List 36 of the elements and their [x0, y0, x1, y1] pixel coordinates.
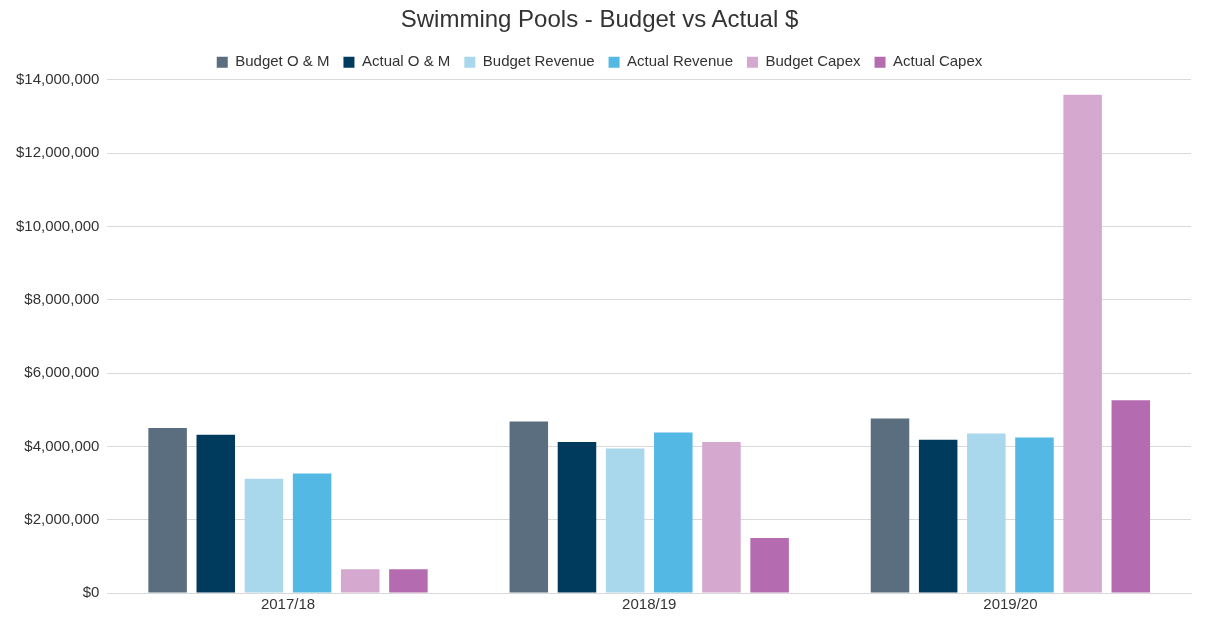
- bar: [1015, 437, 1054, 593]
- bar: [1063, 94, 1102, 593]
- bar: [389, 569, 428, 593]
- bar: [509, 421, 549, 593]
- bar: [654, 432, 693, 593]
- x-tick-label: 2019/20: [983, 595, 1038, 613]
- legend-label: Actual O & M: [361, 52, 451, 70]
- y-tick-label: $8,000,000: [24, 289, 100, 307]
- bar: [605, 448, 645, 593]
- y-tick-label: $14,000,000: [15, 69, 100, 87]
- legend-label: Actual Revenue: [627, 52, 733, 70]
- bar: [196, 434, 236, 593]
- bar: [702, 441, 741, 593]
- bar: [967, 433, 1006, 593]
- bar: [244, 478, 284, 593]
- y-tick-label: $10,000,000: [15, 216, 100, 234]
- bar: [340, 569, 380, 593]
- chart-title: Swimming Pools - Budget vs Actual $: [400, 5, 799, 33]
- y-tick-label: $4,000,000: [24, 436, 100, 454]
- legend-label: Budget O & M: [235, 52, 330, 70]
- bar: [148, 428, 187, 593]
- legend-label: Actual Capex: [893, 52, 983, 70]
- legend-label: Budget Capex: [765, 52, 862, 70]
- bar: [1111, 400, 1151, 593]
- x-tick-label: 2017/18: [260, 595, 316, 613]
- bar: [918, 439, 958, 593]
- bar: [557, 441, 597, 593]
- y-tick-label: $0: [82, 583, 100, 601]
- y-tick-label: $6,000,000: [24, 363, 100, 381]
- y-tick-label: $2,000,000: [24, 509, 100, 527]
- bar: [292, 473, 332, 593]
- x-tick-label: 2018/19: [622, 595, 677, 613]
- legend-label: Budget Revenue: [482, 52, 595, 70]
- bar: [870, 418, 910, 593]
- bar: [750, 538, 789, 593]
- y-tick-label: $12,000,000: [15, 143, 100, 161]
